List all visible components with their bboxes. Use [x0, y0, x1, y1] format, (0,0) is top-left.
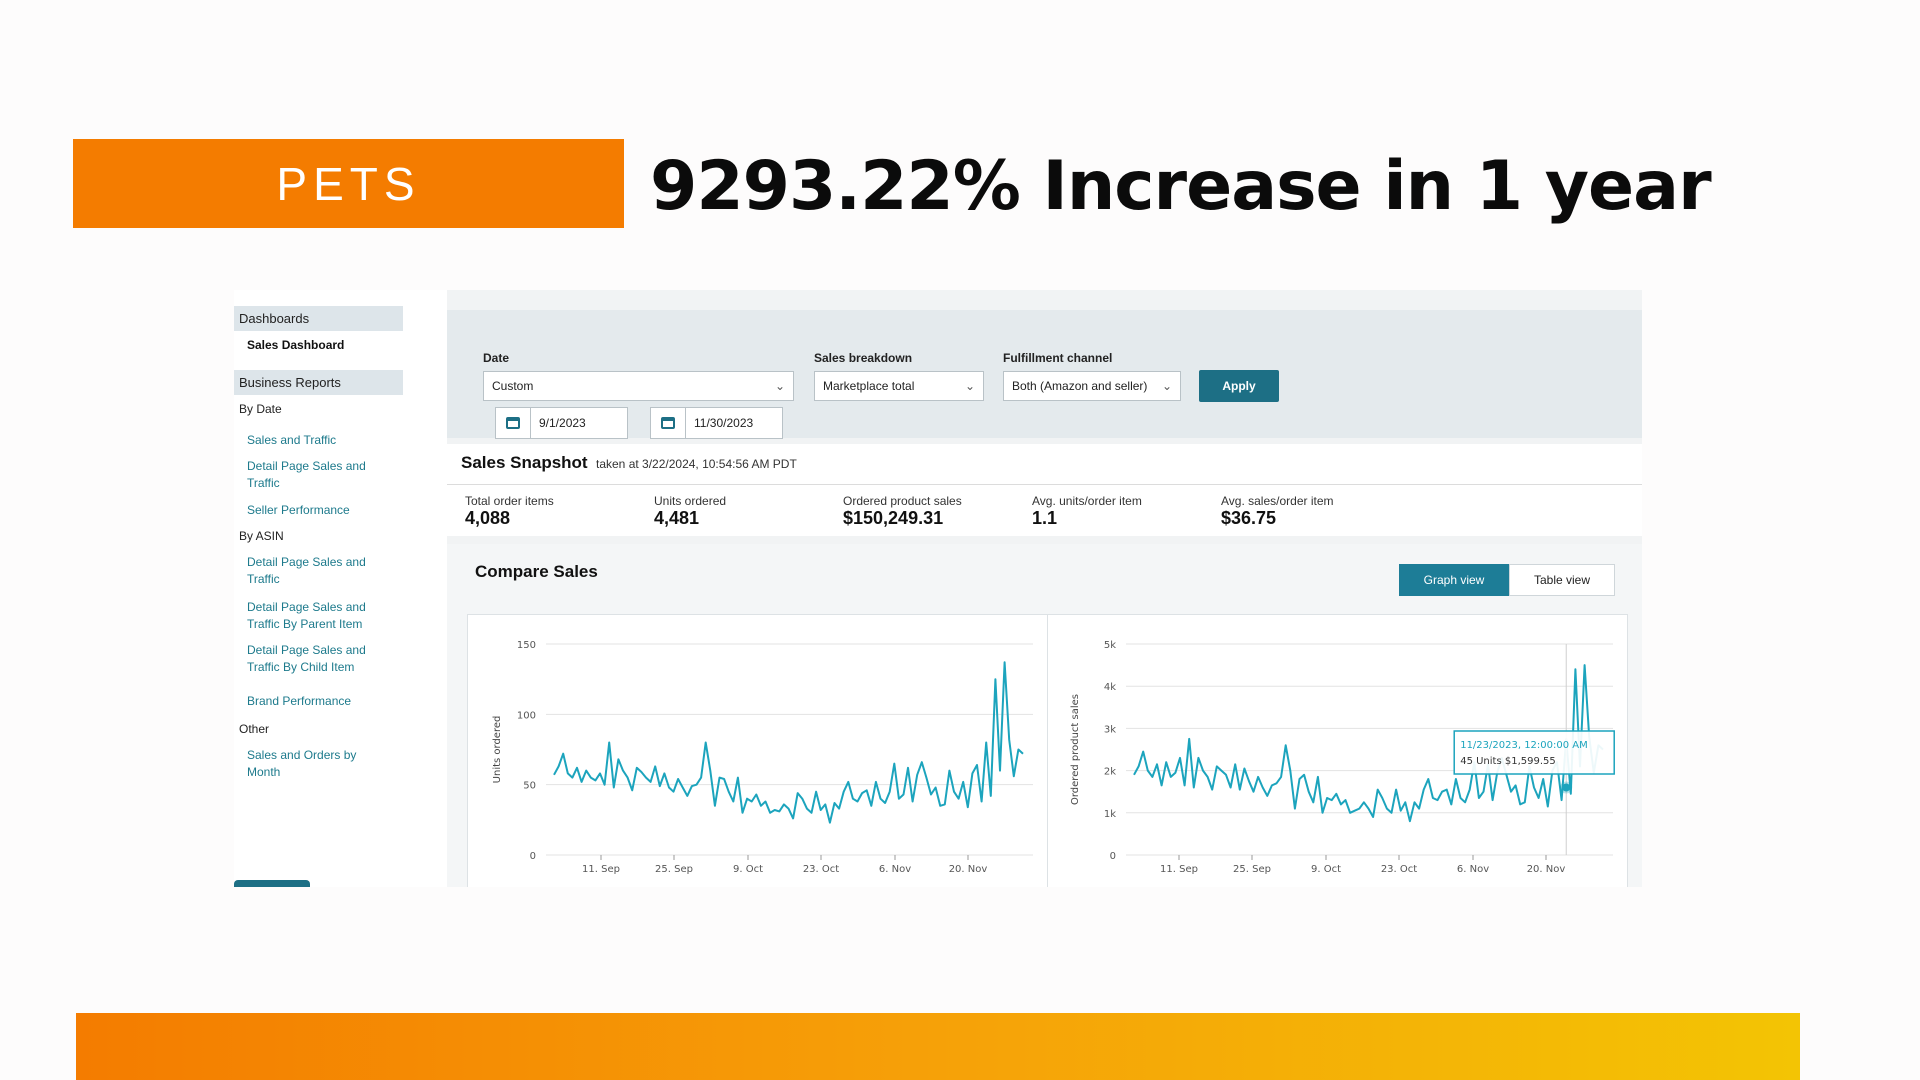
- snapshot-title: Sales Snapshot: [461, 453, 588, 472]
- sidebar-tab-handle[interactable]: [234, 880, 310, 887]
- x-tick-label: 23. Oct: [1381, 864, 1417, 875]
- sidebar-link[interactable]: Detail Page Sales and Traffic By Parent …: [247, 600, 366, 631]
- x-tick-label: 23. Oct: [803, 864, 839, 875]
- metric-label: Ordered product sales: [843, 494, 962, 508]
- y-tick-label: 5k: [1104, 640, 1116, 651]
- sidebar: Dashboards Sales Dashboard Business Report…: [234, 290, 423, 887]
- breakdown-label: Sales breakdown: [814, 351, 913, 365]
- dashboard-screenshot: Dashboards Sales Dashboard Business Report…: [234, 290, 1642, 887]
- breakdown-value: Marketplace total: [823, 379, 915, 393]
- sales-chart-panel: 0 1k 2k 3k 4k 5k Ordered product sales 11. Sep 2…: [1047, 614, 1628, 887]
- chevron-down-icon: ⌄: [1161, 379, 1172, 393]
- date-range-select[interactable]: Custom ⌄: [483, 371, 794, 401]
- headline: 9293.22% Increase in 1 year: [650, 147, 1712, 226]
- channel-value: Both (Amazon and seller): [1012, 379, 1148, 393]
- y-tick-label: 2k: [1104, 767, 1116, 778]
- metric-value: 4,088: [465, 508, 511, 528]
- x-tick-label: 11. Sep: [1160, 864, 1198, 875]
- end-date-field[interactable]: 11/30/2023: [650, 407, 783, 439]
- sidebar-section-header: Business Reports: [234, 370, 403, 395]
- units-ordered-chart: 0 50 100 150 Units ordered 11. Sep 25. Sep 9. O…: [492, 640, 1033, 875]
- chevron-down-icon: ⌄: [964, 379, 975, 393]
- y-tick-label: 100: [517, 710, 536, 721]
- tooltip-box: [1453, 730, 1615, 775]
- banner-label: PETS: [276, 157, 421, 210]
- filter-panel: Date Custom ⌄ 9/1/2023 11/30/2023 Sales …: [447, 310, 1642, 439]
- x-tick-label: 25. Sep: [1233, 864, 1271, 875]
- sidebar-link[interactable]: Sales and Orders by Month: [247, 748, 357, 779]
- units-chart-panel: 0 50 100 150 Units ordered 11. Sep 25. Sep 9. O…: [467, 614, 1048, 887]
- metric-label: Total order items: [465, 494, 554, 508]
- bottom-gradient-bar: [76, 1013, 1800, 1080]
- compare-sales: Compare Sales Graph view Table view 0 50 1…: [447, 544, 1642, 887]
- sidebar-category: By ASIN: [239, 529, 284, 543]
- y-tick-label: 0: [530, 851, 536, 862]
- sidebar-link[interactable]: Sales Dashboard: [247, 338, 345, 352]
- y-tick-label: 50: [523, 781, 536, 792]
- series-line: [553, 661, 1024, 824]
- x-tick-label: 6. Nov: [1457, 864, 1489, 875]
- x-tick-label: 11. Sep: [582, 864, 620, 875]
- metric-value: 1.1: [1032, 508, 1058, 528]
- metric-label: Units ordered: [654, 494, 727, 508]
- graph-view-button[interactable]: Graph view: [1399, 564, 1509, 596]
- x-tick-label: 9. Oct: [1311, 864, 1341, 875]
- x-tick-label: 20. Nov: [1527, 864, 1566, 875]
- sidebar-link[interactable]: Brand Performance: [247, 694, 352, 708]
- metric-value: $150,249.31: [843, 508, 944, 528]
- y-tick-label: 150: [517, 640, 536, 651]
- x-tick-label: 20. Nov: [949, 864, 988, 875]
- breakdown-select[interactable]: Marketplace total ⌄: [814, 371, 984, 401]
- sidebar-link[interactable]: Seller Performance: [247, 503, 350, 517]
- tooltip-value: 45 Units $1,599.55: [1460, 756, 1556, 767]
- y-tick-label: 4k: [1104, 682, 1116, 693]
- metric-label: Avg. units/order item: [1032, 494, 1142, 508]
- date-label: Date: [483, 351, 510, 365]
- sidebar-link[interactable]: Detail Page Sales and Traffic: [247, 555, 366, 586]
- x-tick-label: 25. Sep: [655, 864, 693, 875]
- y-axis-label: Units ordered: [492, 716, 503, 784]
- metric-value: $36.75: [1221, 508, 1277, 528]
- compare-title: Compare Sales: [475, 562, 598, 581]
- sidebar-link[interactable]: Detail Page Sales and Traffic: [247, 459, 366, 490]
- divider: [447, 484, 1642, 485]
- sidebar-link[interactable]: Sales and Traffic: [247, 433, 337, 447]
- chevron-down-icon: ⌄: [774, 379, 785, 393]
- sales-snapshot: Sales Snapshot taken at 3/22/2024, 10:54…: [447, 444, 1642, 536]
- calendar-icon[interactable]: [496, 408, 531, 438]
- date-range-value: Custom: [492, 379, 534, 393]
- sidebar-link[interactable]: Detail Page Sales and Traffic By Child I…: [247, 643, 366, 674]
- x-tick-label: 9. Oct: [733, 864, 763, 875]
- channel-select[interactable]: Both (Amazon and seller) ⌄: [1003, 371, 1181, 401]
- pets-banner: PETS: [73, 139, 624, 228]
- hover-point: [1562, 783, 1571, 792]
- x-tick-label: 6. Nov: [879, 864, 911, 875]
- main-panel: Date Custom ⌄ 9/1/2023 11/30/2023 Sales …: [447, 290, 1642, 887]
- y-tick-label: 0: [1110, 851, 1116, 862]
- sidebar-category: Other: [239, 722, 270, 736]
- table-view-button[interactable]: Table view: [1509, 564, 1615, 596]
- tooltip-date: 11/23/2023, 12:00:00 AM: [1460, 740, 1588, 751]
- metric-label: Avg. sales/order item: [1221, 494, 1334, 508]
- channel-label: Fulfillment channel: [1003, 351, 1113, 365]
- sidebar-category: By Date: [239, 402, 282, 416]
- sidebar-section-header: Dashboards: [234, 306, 403, 331]
- apply-button[interactable]: Apply: [1199, 370, 1279, 402]
- calendar-icon[interactable]: [651, 408, 686, 438]
- start-date-value: 9/1/2023: [539, 416, 586, 430]
- start-date-field[interactable]: 9/1/2023: [495, 407, 628, 439]
- product-sales-chart: 0 1k 2k 3k 4k 5k Ordered product sales 11. Sep 2…: [1070, 640, 1615, 875]
- y-axis-label: Ordered product sales: [1070, 694, 1081, 805]
- y-tick-label: 3k: [1104, 724, 1116, 735]
- metric-value: 4,481: [654, 508, 700, 528]
- end-date-value: 11/30/2023: [694, 416, 754, 430]
- snapshot-timestamp: taken at 3/22/2024, 10:54:56 AM PDT: [596, 457, 797, 471]
- series-line: [1133, 664, 1604, 823]
- y-tick-label: 1k: [1104, 809, 1116, 820]
